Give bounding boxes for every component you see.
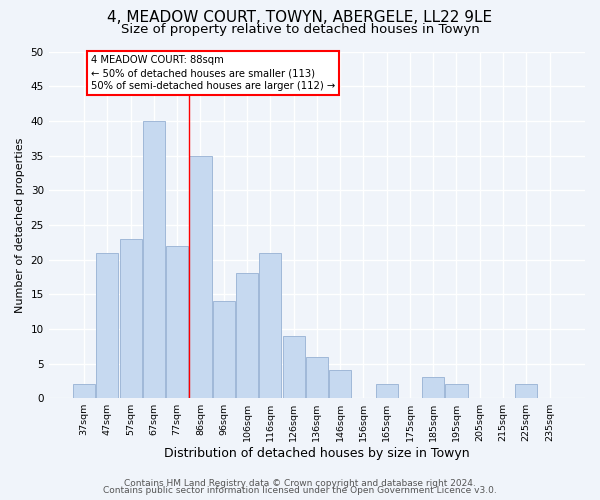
Text: Size of property relative to detached houses in Towyn: Size of property relative to detached ho… [121,22,479,36]
Bar [236,274,258,398]
Text: 4, MEADOW COURT, TOWYN, ABERGELE, LL22 9LE: 4, MEADOW COURT, TOWYN, ABERGELE, LL22 9… [107,10,493,25]
Bar [143,121,165,398]
Text: Contains HM Land Registry data © Crown copyright and database right 2024.: Contains HM Land Registry data © Crown c… [124,478,476,488]
Y-axis label: Number of detached properties: Number of detached properties [15,137,25,312]
Bar [166,246,188,398]
Bar [259,252,281,398]
Text: Contains public sector information licensed under the Open Government Licence v3: Contains public sector information licen… [103,486,497,495]
Bar [515,384,538,398]
Bar [329,370,351,398]
X-axis label: Distribution of detached houses by size in Towyn: Distribution of detached houses by size … [164,447,470,460]
Bar [212,301,235,398]
Bar [119,238,142,398]
Bar [445,384,467,398]
Bar [190,156,212,398]
Bar [306,356,328,398]
Bar [422,378,444,398]
Bar [97,252,118,398]
Bar [283,336,305,398]
Text: 4 MEADOW COURT: 88sqm
← 50% of detached houses are smaller (113)
50% of semi-det: 4 MEADOW COURT: 88sqm ← 50% of detached … [91,55,335,92]
Bar [376,384,398,398]
Bar [73,384,95,398]
